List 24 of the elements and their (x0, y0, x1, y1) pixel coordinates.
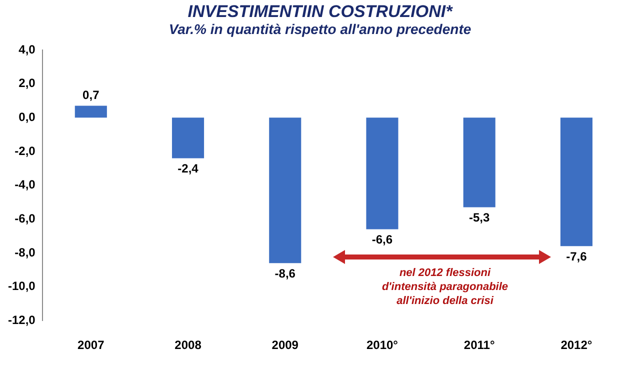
data-label: -7,6 (566, 249, 588, 264)
x-tick-label: 2011° (464, 338, 495, 352)
data-label: -8,6 (274, 266, 296, 280)
y-tick-label: -8,0 (14, 245, 36, 260)
data-label: -6,6 (372, 232, 393, 247)
y-tick-label: -2,0 (14, 144, 36, 158)
y-tick-label: -12,0 (8, 312, 36, 327)
x-tick-label: 2009 (272, 338, 299, 352)
data-label: 0,7 (82, 88, 100, 102)
x-tick-label: 2012° (560, 338, 592, 352)
y-tick-label: -10,0 (8, 279, 36, 294)
y-tick-label: -4,0 (14, 178, 36, 192)
x-tick-label: 2007 (78, 338, 105, 352)
y-tick-label: 0,0 (18, 110, 36, 124)
y-tick-label: -6,0 (14, 211, 36, 226)
y-tick-label: 4,0 (18, 42, 36, 56)
x-tick-label: 2008 (174, 338, 202, 352)
chart-subtitle: Var.% in quantità rispetto all'anno precedente (168, 21, 472, 37)
annotation: nel 2012 flessioni d'intensità paragonabile all'inizio della crisi (380, 266, 510, 308)
chart-title: INVESTIMENTIIN COSTRUZIONI* (186, 2, 454, 22)
data-label: -2,4 (178, 162, 199, 176)
x-tick-label: 2010° (366, 338, 398, 352)
data-label: -5,3 (468, 210, 490, 225)
y-tick-label: 2,0 (18, 76, 36, 90)
